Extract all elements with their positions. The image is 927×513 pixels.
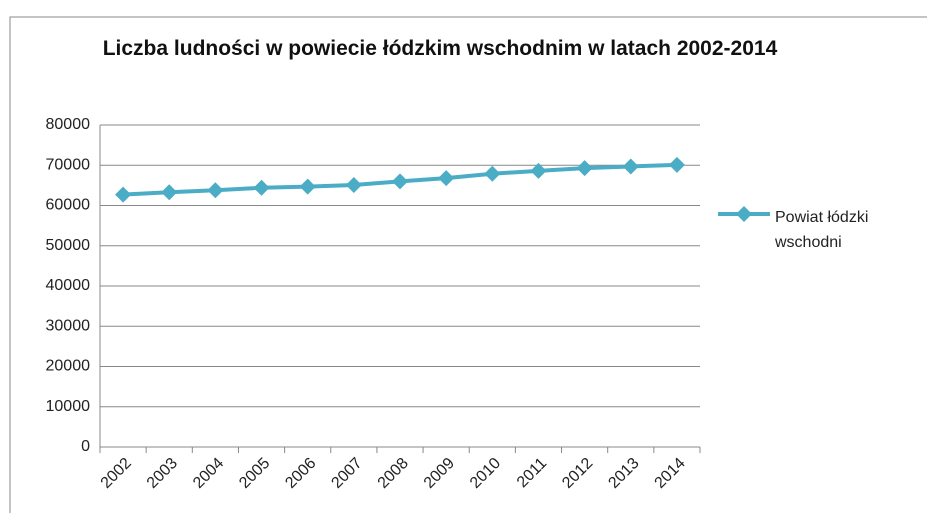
legend-label: Powiat łódzki wschodni: [775, 209, 869, 251]
chart-frame: [9, 16, 927, 513]
data-point: [299, 178, 316, 195]
data-point: [668, 156, 685, 173]
data-point: [207, 182, 224, 199]
y-tick-label: 50000: [46, 237, 91, 254]
data-point: [392, 173, 408, 190]
legend-marker: [736, 206, 752, 222]
data-point: [576, 160, 593, 177]
data-point: [161, 184, 178, 201]
y-tick-label: 40000: [46, 277, 91, 294]
y-tick-label: 10000: [46, 398, 91, 415]
data-point: [345, 176, 362, 193]
data-point: [253, 179, 270, 196]
y-tick-label: 70000: [46, 156, 91, 173]
chart-title: Liczba ludności w powiecie łódzkim wscho…: [102, 37, 778, 60]
data-point: [484, 165, 501, 182]
data-point: [622, 158, 639, 175]
data-point: [438, 170, 455, 187]
y-tick-label: 60000: [46, 197, 91, 214]
data-point: [530, 162, 547, 179]
y-tick-label: 20000: [46, 358, 91, 375]
y-tick-label: 80000: [46, 116, 91, 133]
data-point: [115, 186, 132, 203]
y-tick-label: 0: [81, 438, 90, 455]
y-tick-label: 30000: [46, 317, 91, 334]
